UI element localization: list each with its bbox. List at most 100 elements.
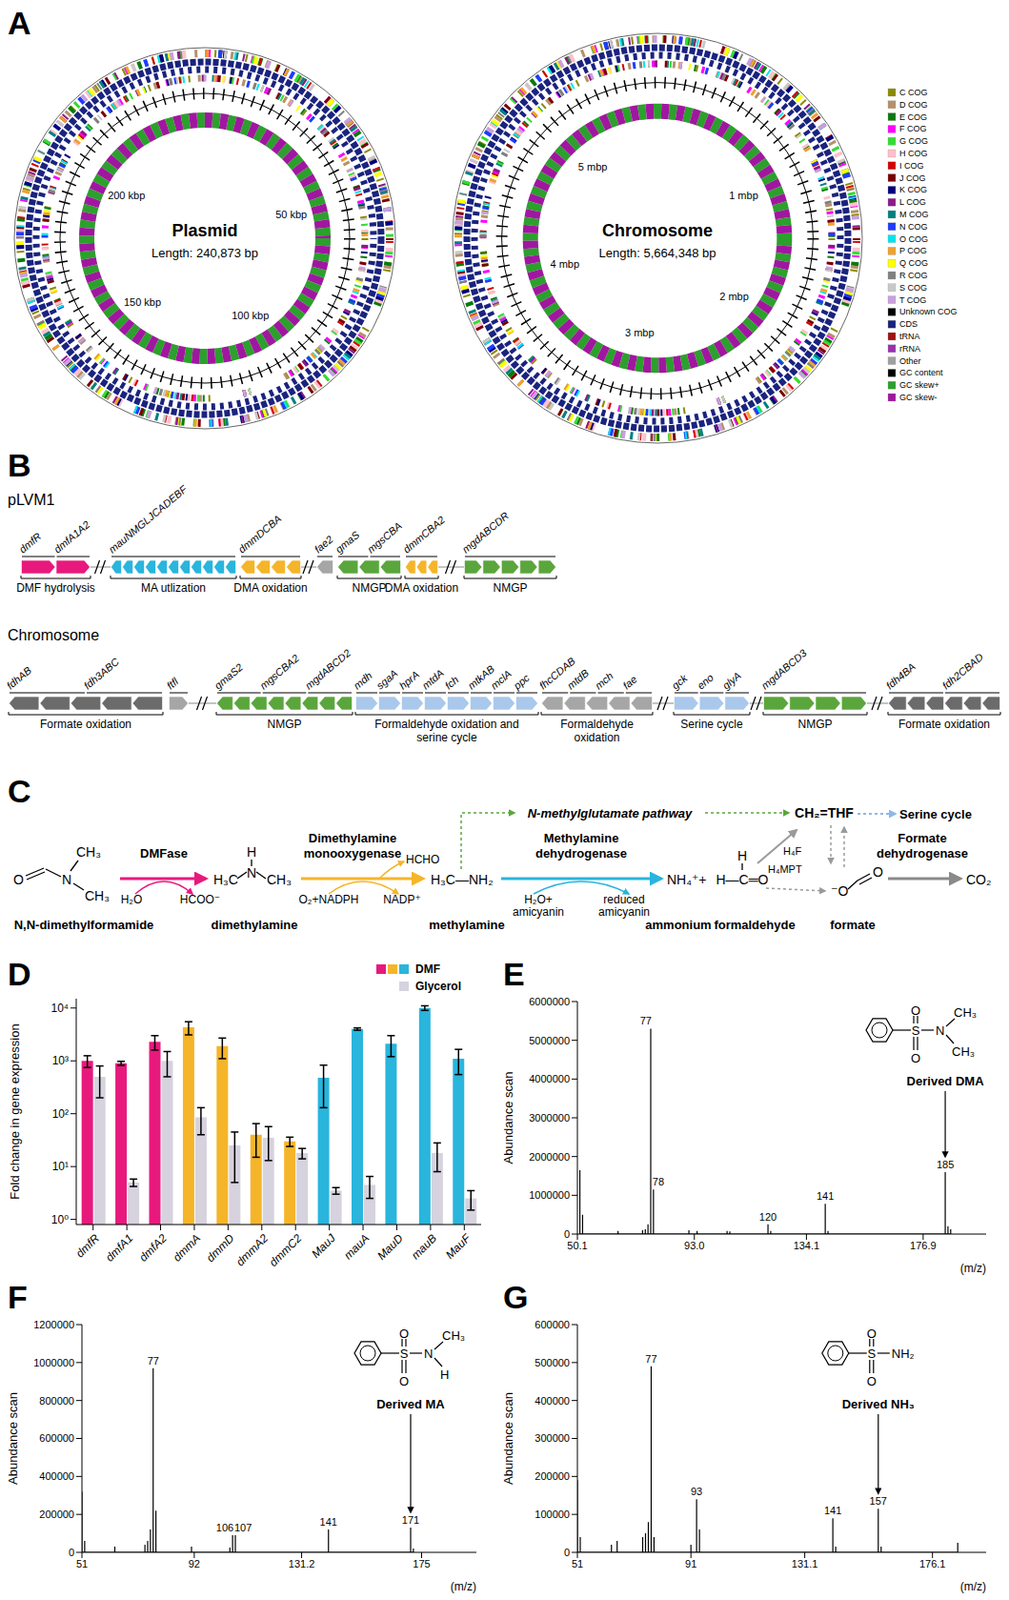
svg-text:mtdB: mtdB	[565, 666, 591, 692]
svg-text:dmmDCBA: dmmDCBA	[236, 512, 284, 556]
svg-text:methylamine: methylamine	[428, 917, 505, 932]
svg-text:50 kbp: 50 kbp	[275, 208, 307, 221]
svg-text:glyA: glyA	[720, 669, 744, 692]
svg-text:200 kbp: 200 kbp	[107, 189, 145, 202]
svg-text:dmmC2: dmmC2	[266, 1230, 305, 1270]
svg-text:S COG: S COG	[899, 282, 928, 293]
svg-text:tRNA: tRNA	[899, 331, 921, 342]
svg-text:fae2: fae2	[312, 533, 336, 556]
svg-text:CH₃: CH₃	[953, 1005, 977, 1020]
svg-text:(m/z): (m/z)	[960, 1261, 987, 1275]
svg-text:Abundance scan: Abundance scan	[501, 1071, 516, 1165]
svg-text:10¹: 10¹	[52, 1159, 69, 1173]
svg-text:300000: 300000	[534, 1432, 570, 1444]
svg-text:O: O	[910, 1050, 921, 1066]
svg-text:P COG: P COG	[899, 245, 928, 256]
svg-text:dmfA2: dmfA2	[136, 1230, 170, 1265]
svg-text:amicyanin: amicyanin	[512, 905, 565, 919]
svg-text:dmmCBA2: dmmCBA2	[401, 513, 447, 555]
svg-text:serine cycle: serine cycle	[416, 730, 478, 745]
svg-text:N: N	[61, 871, 72, 888]
svg-text:C: C	[7, 772, 32, 809]
svg-text:2 mbp: 2 mbp	[719, 290, 749, 303]
svg-text:O: O	[399, 1326, 409, 1341]
svg-text:mgdABCDR: mgdABCDR	[460, 509, 512, 556]
svg-text:176.1: 176.1	[919, 1557, 947, 1570]
svg-text:Chromosome: Chromosome	[7, 626, 100, 644]
svg-text:Q COG: Q COG	[899, 258, 929, 268]
svg-text:fdh4BA: fdh4BA	[884, 660, 918, 691]
svg-text:77: 77	[147, 1354, 160, 1367]
svg-text:NH₂: NH₂	[891, 1346, 915, 1361]
svg-text:CH₃: CH₃	[76, 844, 101, 860]
svg-text:Derived MA: Derived MA	[376, 1396, 445, 1412]
svg-text:O COG: O COG	[899, 234, 929, 244]
svg-text:O: O	[872, 864, 884, 880]
svg-text:mauB: mauB	[408, 1230, 440, 1262]
svg-text:100000: 100000	[534, 1508, 570, 1520]
svg-text:A: A	[7, 4, 32, 41]
svg-text:C COG: C COG	[899, 87, 929, 98]
svg-text:NMGP: NMGP	[493, 581, 528, 595]
svg-text:dehydrogenase: dehydrogenase	[535, 846, 627, 861]
svg-text:G COG: G COG	[899, 136, 929, 146]
svg-text:L COG: L COG	[899, 197, 927, 207]
svg-text:HCOO⁻: HCOO⁻	[180, 892, 221, 907]
svg-text:fae: fae	[620, 673, 639, 692]
svg-text:5 mbp: 5 mbp	[578, 161, 608, 173]
svg-text:0: 0	[68, 1546, 75, 1558]
svg-text:monooxygenase: monooxygenase	[303, 846, 403, 861]
svg-text:Unknown COG: Unknown COG	[899, 306, 958, 317]
svg-text:141: 141	[320, 1515, 338, 1528]
svg-text:S: S	[867, 1346, 876, 1361]
svg-text:Glycerol: Glycerol	[415, 979, 462, 993]
svg-text:4000000: 4000000	[528, 1072, 570, 1085]
svg-text:157: 157	[869, 1494, 888, 1507]
svg-text:M COG: M COG	[899, 209, 929, 220]
svg-text:MauD: MauD	[374, 1230, 406, 1263]
svg-text:51: 51	[571, 1557, 584, 1570]
svg-text:ppc: ppc	[510, 671, 532, 693]
svg-text:Fold change in gene expression: Fold change in gene expression	[7, 1023, 22, 1199]
svg-text:Derived NH₃: Derived NH₃	[842, 1396, 915, 1412]
svg-text:O₂+NADPH: O₂+NADPH	[298, 892, 359, 907]
svg-text:J COG: J COG	[899, 173, 927, 183]
svg-text:T COG: T COG	[899, 295, 927, 305]
svg-text:sgaA: sgaA	[374, 666, 401, 691]
svg-text:fdhAB: fdhAB	[4, 664, 35, 691]
svg-text:N: N	[423, 1346, 433, 1361]
svg-text:O: O	[13, 871, 24, 888]
svg-text:H₄MPT: H₄MPT	[767, 863, 803, 875]
svg-text:Plasmid: Plasmid	[171, 221, 238, 241]
svg-text:mch: mch	[592, 669, 616, 692]
svg-text:Serine cycle: Serine cycle	[899, 807, 972, 822]
svg-text:DMA oxidation: DMA oxidation	[233, 581, 307, 595]
svg-text:dmfR: dmfR	[17, 529, 44, 555]
svg-text:N: N	[246, 865, 257, 881]
svg-text:eno: eno	[694, 671, 716, 692]
svg-text:CH₃: CH₃	[84, 887, 110, 904]
svg-text:formate: formate	[829, 917, 876, 932]
svg-text:10⁰: 10⁰	[51, 1212, 69, 1227]
svg-text:oxidation: oxidation	[573, 730, 620, 745]
svg-text:93: 93	[690, 1485, 703, 1497]
svg-text:dmmD: dmmD	[203, 1230, 238, 1265]
svg-text:E COG: E COG	[899, 112, 928, 122]
svg-text:gck: gck	[669, 671, 690, 692]
svg-text:formaldehyde: formaldehyde	[713, 917, 795, 932]
svg-text:GC content: GC content	[899, 367, 944, 378]
svg-text:dmmA: dmmA	[170, 1230, 203, 1264]
svg-text:pLVM1: pLVM1	[7, 491, 56, 508]
svg-text:DMF hydrolysis: DMF hydrolysis	[16, 581, 96, 595]
svg-text:S: S	[400, 1346, 409, 1361]
svg-text:N COG: N COG	[899, 221, 929, 232]
svg-text:1000000: 1000000	[528, 1189, 570, 1201]
svg-text:mauA: mauA	[341, 1230, 372, 1262]
svg-text:3000000: 3000000	[528, 1111, 570, 1124]
svg-text:1200000: 1200000	[33, 1318, 75, 1331]
svg-text:93.0: 93.0	[684, 1239, 705, 1252]
svg-text:fch: fch	[443, 673, 462, 692]
svg-text:GC skew-: GC skew-	[899, 392, 938, 403]
svg-text:F COG: F COG	[899, 123, 928, 134]
svg-text:HCHO: HCHO	[405, 852, 440, 867]
